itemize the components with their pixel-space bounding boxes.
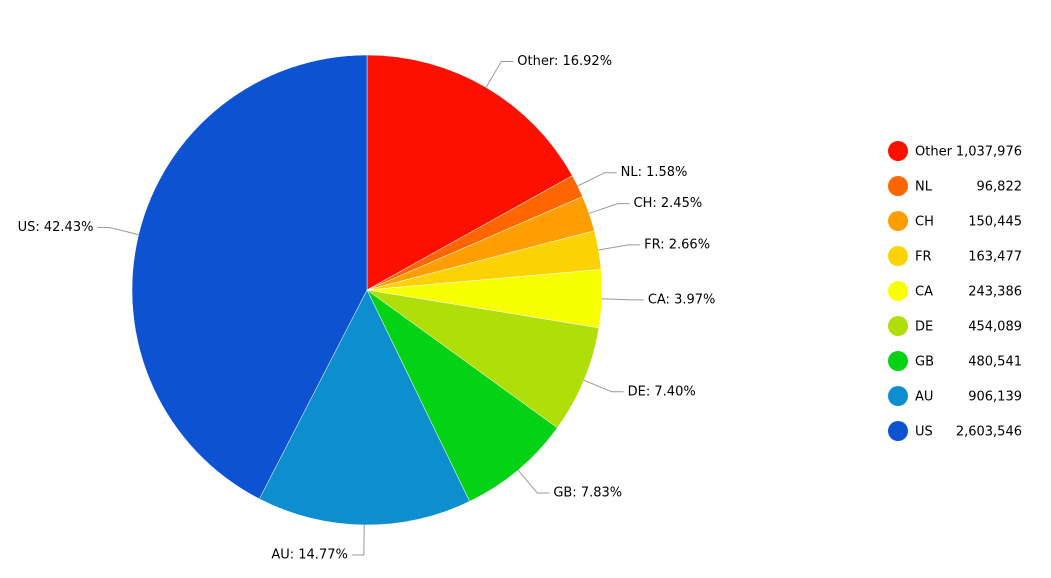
leader-line <box>601 298 644 301</box>
legend-label: CH <box>915 215 934 230</box>
legend-marker <box>888 176 908 196</box>
legend-value: 96,822 <box>977 180 1023 195</box>
legend-marker <box>888 316 908 336</box>
legend-label: DE <box>915 320 933 335</box>
legend-label: GB <box>915 355 934 370</box>
leader-line <box>583 379 624 393</box>
legend-value: 480,541 <box>968 355 1022 370</box>
slice-label: CA: 3.97% <box>648 292 716 307</box>
pie-slice <box>259 289 470 526</box>
pie-slice <box>131 54 368 500</box>
legend-marker <box>888 211 908 231</box>
slice-label: Other: 16.92% <box>517 54 612 69</box>
legend-label: Other <box>915 145 953 160</box>
legend-marker <box>888 386 908 406</box>
slice-label: CH: 2.45% <box>634 196 703 211</box>
slice-label: GB: 7.83% <box>553 486 622 501</box>
legend-marker <box>888 246 908 266</box>
legend-value: 454,089 <box>968 320 1022 335</box>
leader-line <box>97 227 139 236</box>
slice-label: NL: 1.58% <box>621 165 688 180</box>
leader-line <box>589 203 630 214</box>
legend-value: 163,477 <box>968 250 1022 265</box>
leader-line <box>351 524 365 556</box>
legend-value: 243,386 <box>968 285 1022 300</box>
slice-label: DE: 7.40% <box>628 384 696 399</box>
legend-value: 1,037,976 <box>956 145 1022 160</box>
legend-label: NL <box>915 180 933 195</box>
legend-value: 2,603,546 <box>956 425 1022 440</box>
legend-label: US <box>915 425 933 440</box>
slice-label: US: 42.43% <box>18 220 94 235</box>
legend-marker <box>888 281 908 301</box>
leader-line <box>517 469 550 494</box>
pie-slice <box>366 289 558 502</box>
legend-label: FR <box>915 250 932 265</box>
slice-label: FR: 2.66% <box>644 237 710 252</box>
legend-label: CA <box>915 285 933 300</box>
slice-label: AU: 14.77% <box>271 547 348 562</box>
leader-line <box>598 244 641 251</box>
legend-value: 150,445 <box>968 215 1022 230</box>
leader-line <box>485 61 514 88</box>
legend-marker <box>888 421 908 441</box>
legend-marker <box>888 351 908 371</box>
legend-label: AU <box>915 390 933 405</box>
leader-line <box>577 172 617 187</box>
legend-marker <box>888 141 908 161</box>
pie-slice <box>366 289 600 429</box>
legend-value: 906,139 <box>968 390 1022 405</box>
